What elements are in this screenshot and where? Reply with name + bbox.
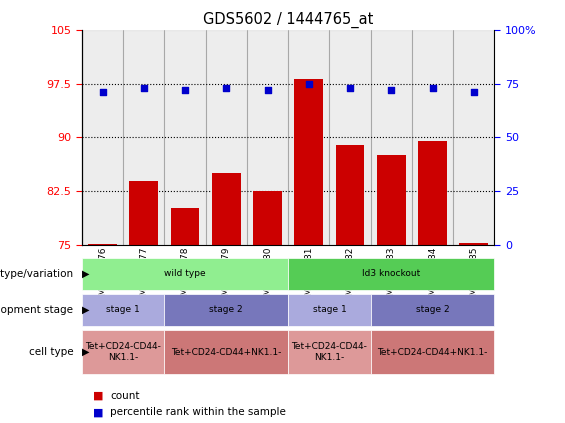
Bar [164, 30, 206, 245]
Text: stage 2: stage 2 [210, 305, 243, 314]
Bar [418, 141, 447, 245]
Bar [371, 30, 412, 245]
Text: ■: ■ [93, 390, 104, 401]
Text: ▶: ▶ [82, 305, 89, 315]
Bar [329, 30, 371, 245]
Bar [253, 191, 282, 245]
Bar [212, 173, 241, 245]
Bar [412, 30, 453, 245]
Bar [123, 30, 164, 245]
Text: stage 1: stage 1 [106, 305, 140, 314]
Bar [82, 30, 123, 245]
Text: stage 2: stage 2 [416, 305, 449, 314]
Bar [171, 208, 199, 245]
Bar [129, 181, 158, 245]
Text: Tet+CD24-CD44-
NK1.1-: Tet+CD24-CD44- NK1.1- [85, 343, 161, 362]
Bar [288, 30, 329, 245]
Point [470, 89, 479, 96]
Bar [459, 243, 488, 245]
Text: cell type: cell type [29, 347, 73, 357]
Bar [294, 79, 323, 245]
Text: count: count [110, 390, 140, 401]
Bar [206, 30, 247, 245]
Point [221, 85, 231, 91]
Point [181, 87, 190, 93]
Point [428, 85, 437, 91]
Text: Tet+CD24-CD44-
NK1.1-: Tet+CD24-CD44- NK1.1- [292, 343, 367, 362]
Bar [377, 156, 406, 245]
Text: wild type: wild type [164, 269, 206, 278]
Bar [453, 30, 494, 245]
Point [263, 87, 272, 93]
Point [346, 85, 355, 91]
Point [139, 85, 148, 91]
Point [98, 89, 107, 96]
Text: Tet+CD24-CD44+NK1.1-: Tet+CD24-CD44+NK1.1- [171, 348, 281, 357]
Point [305, 80, 314, 87]
Text: ■: ■ [93, 407, 104, 418]
Text: ▶: ▶ [82, 347, 89, 357]
Text: percentile rank within the sample: percentile rank within the sample [110, 407, 286, 418]
Point [387, 87, 396, 93]
Text: Id3 knockout: Id3 knockout [362, 269, 420, 278]
Text: ▶: ▶ [82, 269, 89, 279]
Bar [88, 244, 117, 245]
Text: development stage: development stage [0, 305, 73, 315]
Text: Tet+CD24-CD44+NK1.1-: Tet+CD24-CD44+NK1.1- [377, 348, 488, 357]
Text: stage 1: stage 1 [312, 305, 346, 314]
Title: GDS5602 / 1444765_at: GDS5602 / 1444765_at [203, 12, 373, 28]
Bar [247, 30, 288, 245]
Text: genotype/variation: genotype/variation [0, 269, 73, 279]
Bar [336, 145, 364, 245]
